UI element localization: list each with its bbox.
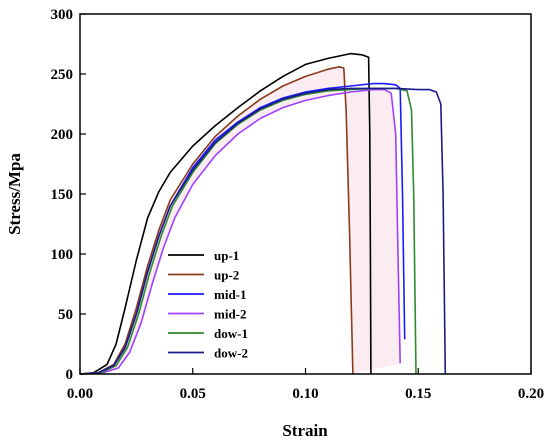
legend-label-mid-2: mid-2: [214, 307, 247, 322]
x-tick-label: 0.20: [518, 386, 544, 402]
x-tick-label: 0.00: [67, 386, 93, 402]
y-tick-label: 100: [51, 247, 74, 263]
y-tick-label: 0: [66, 367, 74, 383]
series-line-mid-2: [79, 88, 401, 375]
y-tick-label: 300: [51, 7, 74, 23]
shaded-band: [80, 66, 401, 375]
series-line-dow-1: [79, 87, 417, 375]
series-line-dow-2: [79, 87, 447, 375]
x-tick-label: 0.10: [292, 386, 318, 402]
y-tick-label: 200: [51, 127, 74, 143]
y-tick-label: 250: [51, 67, 74, 83]
y-tick-label: 150: [51, 187, 74, 203]
legend: up-1 up-2 mid-1 mid-2 dow-1 dow-2: [168, 248, 248, 361]
plot-frame: [79, 13, 532, 375]
series-layer: [79, 52, 447, 375]
legend-label-dow-1: dow-1: [214, 326, 248, 341]
series-line-up-2: [79, 66, 354, 375]
shaded-region-layer: [80, 66, 401, 375]
y-axis-title: Stress/Mpa: [5, 153, 24, 235]
legend-label-up-1: up-1: [214, 248, 239, 263]
legend-label-mid-1: mid-1: [214, 287, 247, 302]
series-line-up-1: [79, 52, 372, 375]
legend-label-dow-2: dow-2: [214, 346, 248, 361]
y-tick-label: 50: [58, 307, 73, 323]
x-tick-label: 0.15: [405, 386, 431, 402]
tick-layer: 0.00 0.05 0.10 0.15 0.20 0 50 100 150 200 250 300: [51, 7, 545, 402]
x-axis-title: Strain: [282, 421, 328, 440]
x-tick-label: 0.05: [180, 386, 206, 402]
legend-label-up-2: up-2: [214, 268, 239, 283]
